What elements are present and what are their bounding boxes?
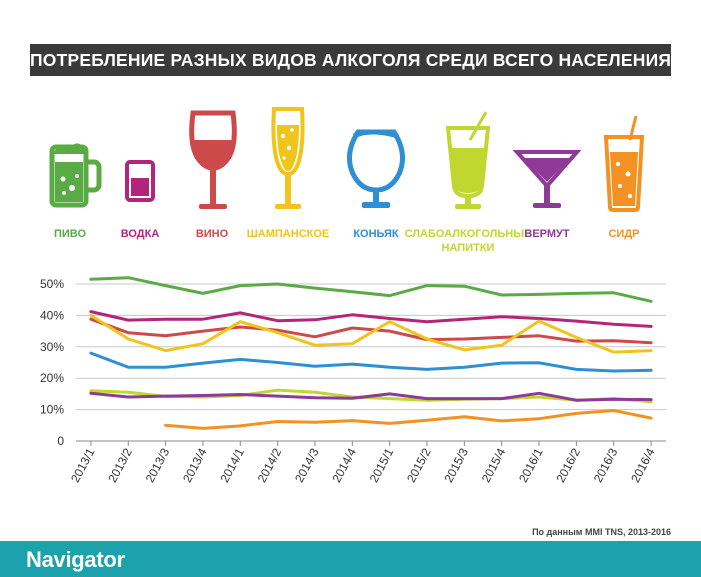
y-tick-label: 10% [40, 403, 64, 417]
y-tick-label: 0 [57, 434, 64, 448]
wine-glass-icon [189, 110, 237, 209]
x-tick-label: 2015/4 [479, 446, 509, 485]
footer-bar: Navigator [0, 541, 701, 577]
label-lowalc-1: СЛАБОАЛКОГОЛЬНЫЕ [405, 228, 532, 240]
x-tick-label: 2015/2 [404, 446, 434, 485]
series-layer [89, 276, 653, 430]
x-tick-label: 2015/1 [367, 446, 397, 485]
martini-glass-icon [512, 150, 582, 208]
cider-glass-icon [603, 115, 645, 212]
label-wine: ВИНО [196, 228, 229, 240]
series-line [89, 313, 653, 354]
label-cider: СИДР [608, 228, 639, 240]
drink-icons-row: ПИВО ВОДКА ВИНО ШАМПАНСКОЕ КОНЬЯК СЛАБОА… [49, 107, 645, 254]
x-tick-label: 2016/2 [553, 446, 583, 485]
champagne-flute-icon [271, 107, 305, 209]
line-chart: 0 10% 20% 30% 40% 50% 2013/1 2013/2 2013/3 2013/4… [40, 276, 666, 485]
grid-layer [76, 283, 666, 411]
brand-logo: Navigator [26, 547, 125, 572]
y-tick-label: 30% [40, 340, 64, 354]
x-tick-label: 2013/1 [68, 446, 98, 485]
x-tick-label: 2013/3 [143, 446, 173, 485]
cocktail-glass-icon [445, 111, 491, 209]
source-note: По данным MMI TNS, 2013-2016 [532, 527, 671, 537]
x-tick-label: 2014/3 [292, 446, 322, 485]
page-title: ПОТРЕБЛЕНИЕ РАЗНЫХ ВИДОВ АЛКОГОЛЯ СРЕДИ … [30, 44, 671, 76]
x-tick-label: 2013/4 [180, 446, 210, 485]
label-beer: ПИВО [54, 228, 86, 240]
series-line [89, 276, 653, 303]
x-tick-label: 2016/3 [591, 446, 621, 485]
label-vodka: ВОДКА [121, 228, 160, 240]
x-tick-label: 2015/3 [441, 446, 471, 485]
axis-layer: 0 10% 20% 30% 40% 50% 2013/1 2013/2 2013/3 2013/4… [40, 277, 666, 485]
label-cognac: КОНЬЯК [353, 228, 399, 240]
x-tick-label: 2014/1 [217, 446, 247, 485]
y-tick-label: 50% [40, 277, 64, 291]
x-tick-label: 2014/4 [329, 446, 359, 485]
y-tick-label: 20% [40, 371, 64, 385]
series-line [89, 351, 653, 373]
x-tick-label: 2014/2 [255, 446, 285, 485]
label-lowalc-2: НАПИТКИ [442, 242, 495, 254]
label-champagne: ШАМПАНСКОЕ [247, 228, 330, 240]
series-line [89, 310, 653, 328]
y-tick-label: 40% [40, 308, 64, 322]
x-tick-label: 2016/1 [516, 446, 546, 485]
series-line [89, 391, 653, 402]
snifter-icon [346, 129, 406, 208]
series-line [164, 409, 653, 430]
series-line [89, 317, 653, 345]
beer-mug-icon [49, 143, 102, 208]
x-tick-label: 2013/2 [105, 446, 135, 485]
x-tick-label: 2016/4 [628, 446, 658, 485]
shot-glass-icon [125, 160, 155, 202]
label-vermouth: ВЕРМУТ [524, 228, 569, 240]
